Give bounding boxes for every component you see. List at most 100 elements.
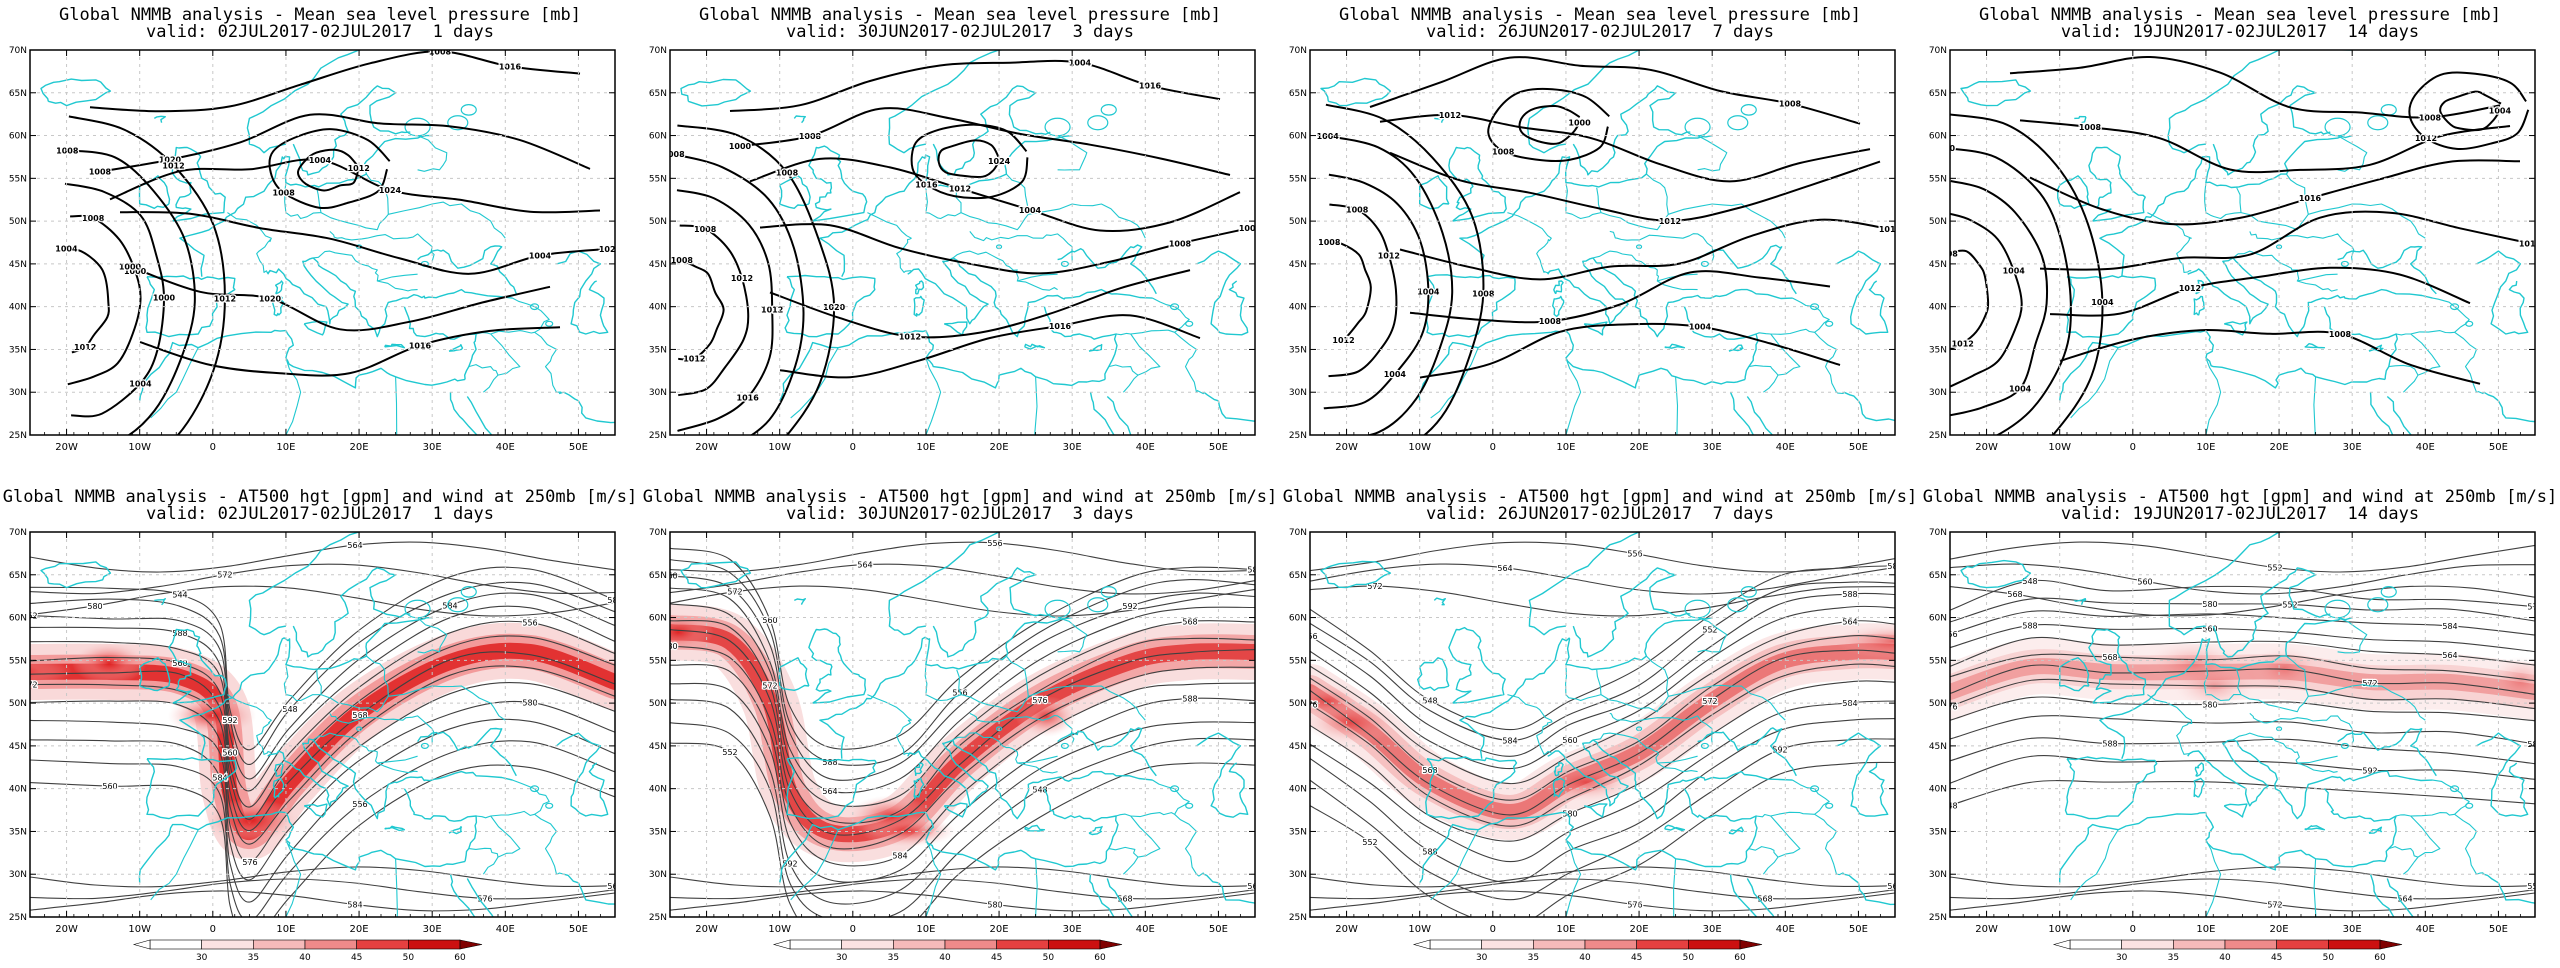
coastline xyxy=(1528,532,1713,636)
height-label: 580 xyxy=(2202,701,2217,710)
lake-outline xyxy=(529,785,540,793)
lake-outline xyxy=(1727,597,1749,613)
height-label: 560 xyxy=(102,782,117,791)
isobar-contour xyxy=(677,224,750,397)
coastline xyxy=(907,739,989,807)
border-line xyxy=(960,173,1029,231)
border-line xyxy=(534,331,564,395)
coastline xyxy=(2099,134,2353,277)
height-contour xyxy=(1950,653,2535,682)
coastline xyxy=(794,598,806,605)
coastline xyxy=(272,295,285,317)
colorbar-tick-label: 35 xyxy=(2168,953,2179,963)
coastline xyxy=(153,115,166,123)
isobar-contour xyxy=(678,259,725,361)
border-line xyxy=(1108,846,1139,858)
coastline xyxy=(1024,343,1046,350)
border-line xyxy=(1668,684,1786,721)
colorbar-tick-label: 40 xyxy=(939,953,951,963)
isobar-label: 1004 xyxy=(2091,298,2114,307)
height-contour xyxy=(1950,878,2535,900)
coastline xyxy=(2224,321,2248,336)
lon-tick-label: 30E xyxy=(1063,924,1082,935)
height-contour xyxy=(1950,636,2535,667)
isobar-contour xyxy=(119,211,611,275)
coastline xyxy=(403,788,478,862)
isobar-label: 1028 xyxy=(599,245,622,254)
isobar-label: 1012 xyxy=(1439,111,1461,120)
border-line xyxy=(2147,694,2193,755)
lat-tick-label: 30N xyxy=(1929,870,1947,880)
lat-tick-label: 45N xyxy=(9,260,27,270)
height-label: 584 xyxy=(347,901,362,910)
isobar-label: 1008 xyxy=(1936,249,1959,258)
height-label: 592 xyxy=(2362,766,2377,775)
lake-outline xyxy=(529,303,540,311)
isobar-contour xyxy=(2009,55,2501,119)
isobar-contour xyxy=(129,265,551,332)
lat-tick-label: 50N xyxy=(1289,217,1307,227)
lat-tick-label: 70N xyxy=(649,46,667,56)
height-label: 548 xyxy=(1422,696,1437,705)
map-svg: 560 556 560 564 568 572 576 580 584 588 592 548 552 5… xyxy=(649,528,1256,935)
coastline xyxy=(448,344,464,352)
lon-tick-label: 30E xyxy=(423,924,442,935)
axes: 70N 65N 60N 55N 50N 45N 40N 35N 30N 25N 20W 10W 0 10E… xyxy=(649,46,1256,453)
height-label: 560 xyxy=(1887,882,1902,891)
isobar-contour xyxy=(1409,270,1831,324)
lon-tick-label: 40E xyxy=(496,442,515,453)
coastline xyxy=(1843,873,1895,906)
border-line xyxy=(2454,813,2485,875)
coastline xyxy=(1203,391,1255,422)
height-label: 564 xyxy=(347,541,362,550)
coastline xyxy=(1836,732,1889,817)
coastline xyxy=(384,343,406,349)
height-label: 592 xyxy=(782,859,797,868)
wind-shading-blob xyxy=(2251,645,2319,691)
lon-tick-label: 30E xyxy=(1703,924,1722,935)
height-label: 552 xyxy=(22,612,37,621)
border-line xyxy=(2297,762,2338,773)
coastline xyxy=(1592,257,1793,338)
coastline xyxy=(466,878,494,917)
isobar-label: 1008 xyxy=(776,169,799,178)
coastline xyxy=(1024,824,1046,832)
isobar-contour xyxy=(297,148,360,192)
lat-tick-label: 65N xyxy=(1289,89,1307,99)
map-svg: 544 548 552 560 556 560 568 572 576 580 584 556 560 5… xyxy=(9,528,616,935)
coastline xyxy=(267,738,349,807)
border-line xyxy=(395,858,398,917)
isobar-label: 1004 xyxy=(309,156,332,165)
colorbar-segment xyxy=(149,939,202,950)
colorbar-segment xyxy=(2328,939,2381,950)
lon-tick-label: 20E xyxy=(1630,442,1649,453)
lon-tick-label: 20W xyxy=(55,924,78,935)
lon-tick-label: 0 xyxy=(850,924,856,935)
coastline xyxy=(1960,559,2032,589)
isobar-contour xyxy=(1950,113,2104,435)
lat-tick-label: 50N xyxy=(9,699,27,709)
coastline xyxy=(1459,616,1713,759)
height-contour xyxy=(1950,737,2535,765)
wind-colorbar: 30 35 40 45 50 60 xyxy=(2050,938,2420,964)
height-contour xyxy=(30,605,615,792)
isobar-label: 1008 xyxy=(82,214,105,223)
border-line xyxy=(1034,376,1038,435)
lat-tick-label: 70N xyxy=(9,528,27,538)
isobar-label: 1008 xyxy=(56,146,79,155)
lake-outline xyxy=(1809,785,1820,793)
height-label: 552 xyxy=(722,748,737,757)
isobar-contour xyxy=(779,314,1201,379)
isobar-contour xyxy=(2059,329,2481,385)
height-contour xyxy=(1950,715,2535,745)
border-line xyxy=(2388,846,2419,858)
height-contour xyxy=(30,764,615,917)
isobar-label: 1000 xyxy=(1933,144,1956,153)
map-frame xyxy=(669,531,1256,918)
height-contour xyxy=(30,566,615,751)
isobar-contour xyxy=(66,247,110,354)
height-label: 580 xyxy=(1887,562,1902,571)
height-label: 572 xyxy=(2362,679,2377,688)
height-contour xyxy=(1310,718,1895,884)
coastline xyxy=(1729,874,1758,917)
